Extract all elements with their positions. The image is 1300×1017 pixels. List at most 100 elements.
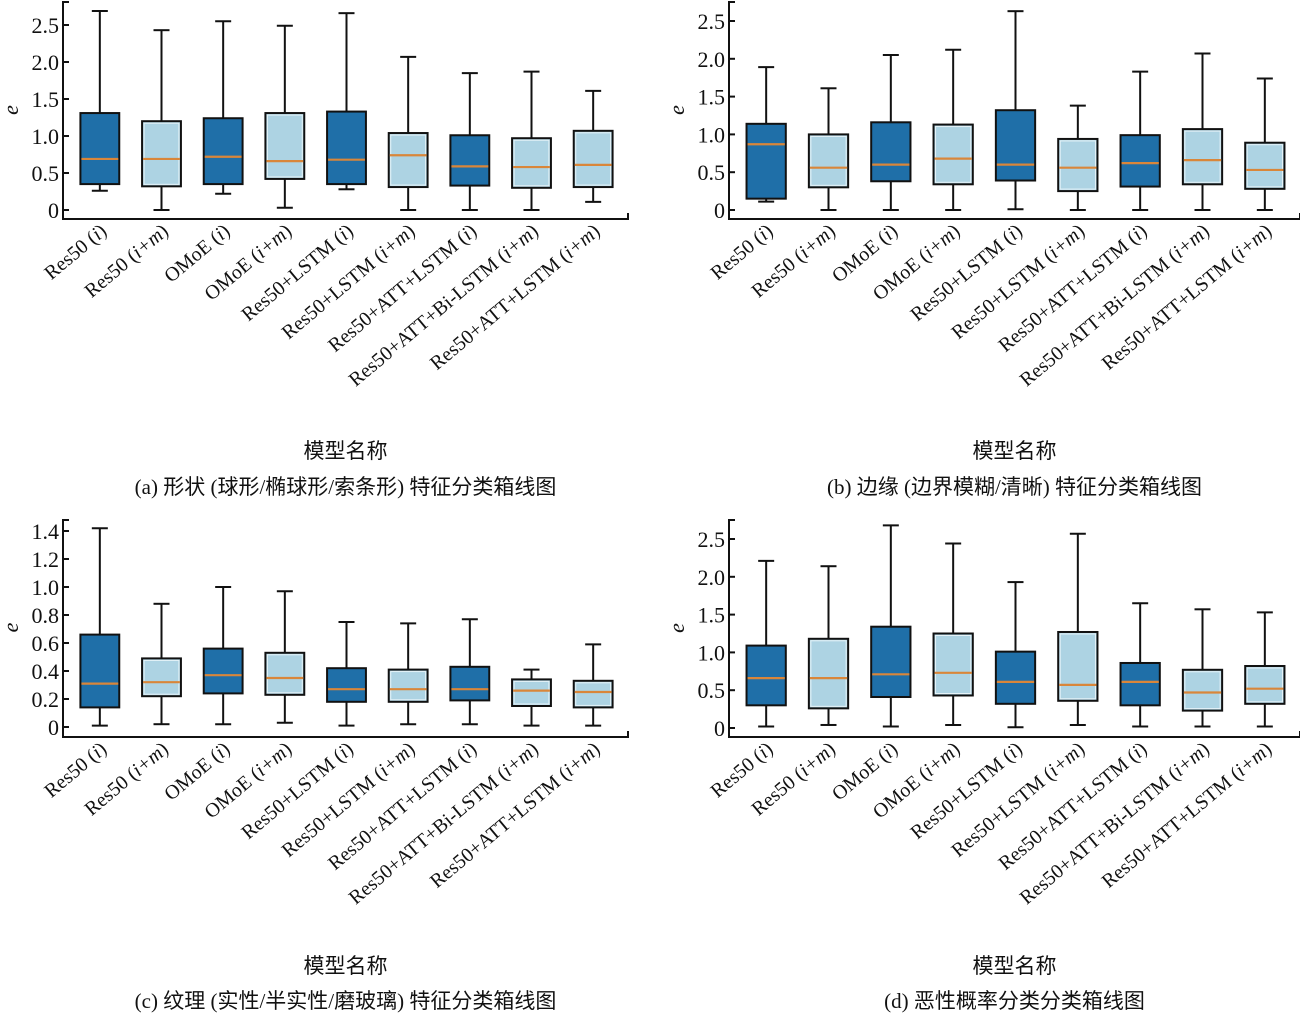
box-9 [1244,77,1286,211]
iqr-box [1181,128,1224,186]
box-2 [807,87,850,211]
iqr-box-highlight [513,680,550,705]
y-axis-label: e [0,622,23,632]
axes-frame [62,1,629,220]
iqr-box-highlight [143,659,180,695]
box-9 [572,643,614,727]
iqr-box [264,112,306,180]
y-tick-label: 2.0 [32,50,60,75]
iqr-box-highlight [266,654,303,694]
box-1 [745,66,787,203]
box-7 [449,618,491,726]
iqr-box-highlight [1184,130,1221,183]
y-tick-label: 2.5 [32,13,60,38]
iqr-box-highlight [810,640,847,707]
iqr-box-highlight [1246,144,1283,188]
y-tick-label: 1.0 [32,575,60,600]
y-tick-label: 0.5 [698,160,726,185]
iqr-box [807,637,850,710]
iqr-box [326,667,367,703]
iqr-box [202,117,244,186]
y-axis-label: e [664,623,689,633]
iqr-box [994,109,1037,182]
box-3 [202,586,244,726]
iqr-box-highlight [935,126,972,183]
iqr-box [264,651,306,696]
iqr-box [807,133,850,189]
y-tick-label: 0 [714,716,725,741]
iqr-box [572,679,614,709]
iqr-box [326,110,367,186]
iqr-box-highlight [143,122,180,185]
y-tick-label: 0 [714,198,725,223]
y-tick-label: 0 [48,198,59,223]
iqr-box [1057,137,1099,193]
panel-caption: (d) 恶性概率分类分类箱线图 [884,989,1145,1013]
axes-frame [62,519,629,738]
iqr-box [141,120,182,188]
y-tick-label: 2.5 [698,9,726,34]
iqr-box [745,644,787,707]
box-1 [79,9,121,192]
iqr-box-highlight [1184,671,1221,710]
axes-frame [728,1,1300,220]
x-axis-label: 模型名称 [973,954,1057,978]
iqr-box [1244,665,1286,705]
box-8 [511,70,552,211]
y-tick-label: 1.2 [32,547,60,572]
box-8 [511,668,552,727]
iqr-box [1181,668,1224,712]
box-5 [326,12,367,191]
iqr-box-highlight [1059,140,1096,190]
y-tick-label: 1.0 [698,640,726,665]
box-6 [387,55,429,211]
box-6 [387,622,429,726]
iqr-box [387,668,429,703]
y-axis-label: e [0,105,23,115]
box-6 [1057,532,1099,726]
box-9 [572,89,614,203]
axes-frame [728,519,1300,738]
iqr-box [1119,134,1161,188]
iqr-box [1057,630,1099,702]
box-5 [326,621,367,727]
y-tick-label: 2.5 [698,527,726,552]
iqr-box-highlight [1059,633,1096,700]
box-4 [264,590,306,724]
iqr-box [870,121,912,183]
box-3 [202,20,244,195]
y-tick-label: 1.5 [698,85,726,110]
y-tick-label: 1.0 [698,122,726,147]
y-tick-label: 0.5 [32,161,60,186]
iqr-box [141,657,182,698]
iqr-box-highlight [1246,667,1283,703]
y-tick-label: 0 [48,715,59,740]
iqr-box [511,137,552,189]
iqr-box-highlight [266,114,303,178]
iqr-box [1119,661,1161,707]
x-axis-label: 模型名称 [973,439,1057,463]
iqr-box-highlight [575,132,612,186]
y-tick-label: 1.0 [32,124,60,149]
panel-caption: (b) 边缘 (边界模糊/清晰) 特征分类箱线图 [827,475,1202,499]
box-3 [870,524,912,728]
y-tick-label: 1.5 [32,87,60,112]
iqr-box [932,632,974,697]
y-tick-label: 0.2 [32,687,60,712]
box-5 [994,581,1037,729]
y-tick-label: 2.0 [698,47,726,72]
y-tick-label: 0.8 [32,603,60,628]
box-1 [79,527,121,727]
x-axis-label: 模型名称 [304,439,388,463]
box-1 [745,559,787,728]
box-6 [1057,104,1099,211]
iqr-box [932,123,974,186]
y-axis-label: e [664,105,689,115]
box-4 [264,24,306,209]
box-2 [807,565,850,726]
iqr-box-highlight [390,134,427,186]
